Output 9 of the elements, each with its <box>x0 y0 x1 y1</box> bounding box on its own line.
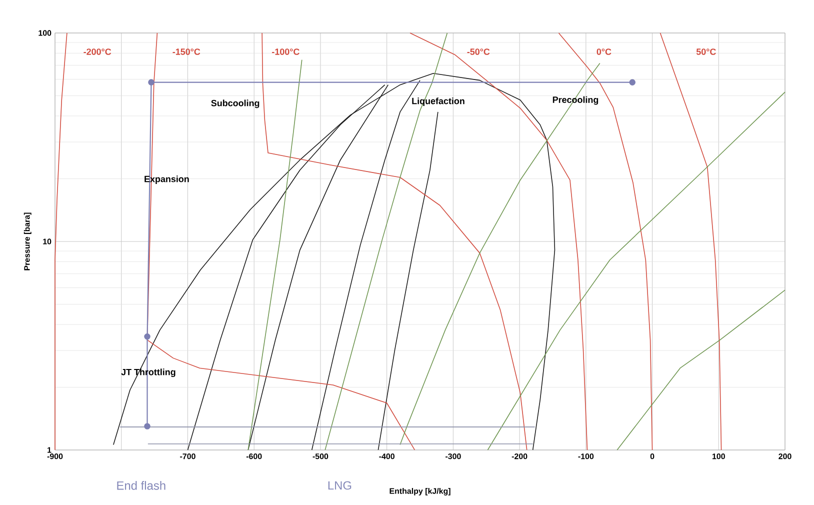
text: End flash <box>117 481 166 490</box>
annotation: -50°C <box>467 48 490 55</box>
annotation: Subcooling <box>211 100 260 108</box>
annotation: -150°C <box>172 48 200 55</box>
annotation: -100°C <box>272 48 300 55</box>
annotation: 50°C <box>696 48 716 55</box>
annotation: 0°C <box>596 48 612 55</box>
text: LNG <box>328 481 352 490</box>
annotation: -200°C <box>84 48 112 55</box>
